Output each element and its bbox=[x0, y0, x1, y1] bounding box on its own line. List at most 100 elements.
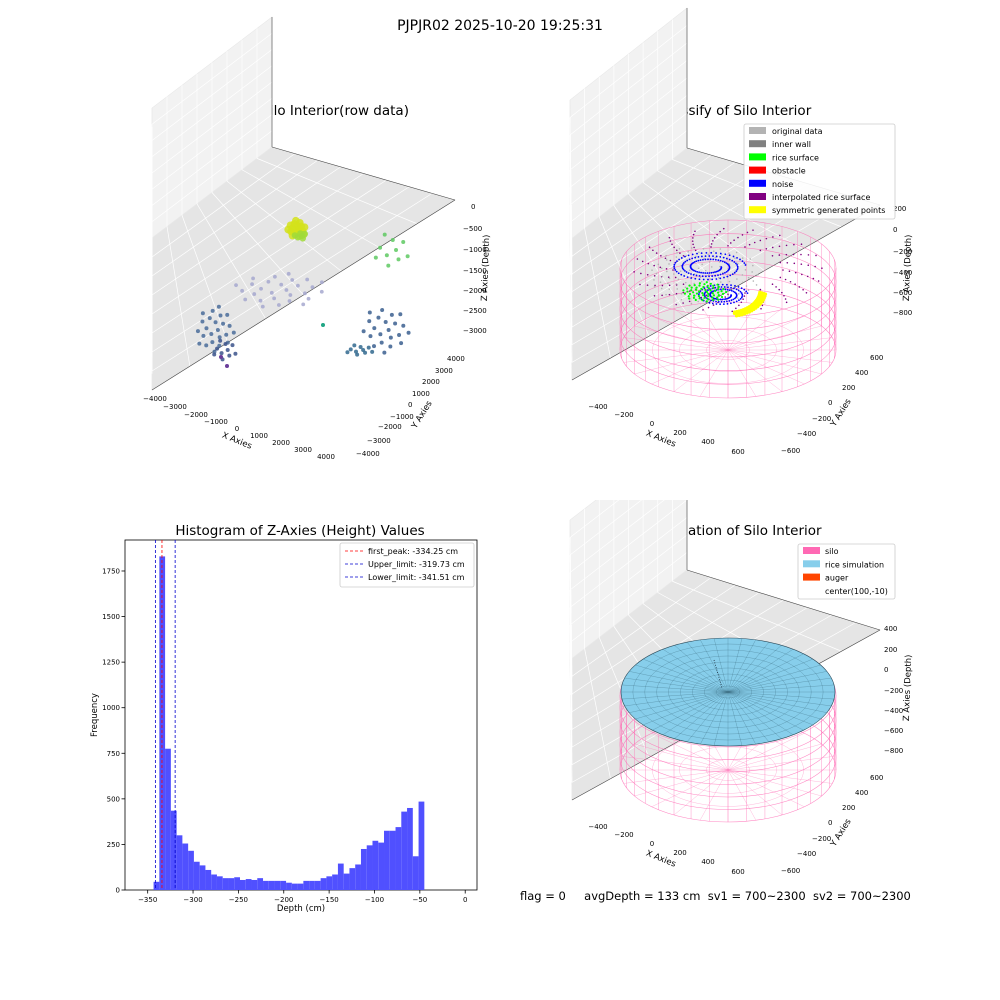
raw-x-tick: −2000 bbox=[184, 411, 208, 419]
raw-point bbox=[279, 282, 284, 287]
interp-point bbox=[742, 298, 744, 300]
rice-surface-point bbox=[690, 286, 693, 289]
raw-point bbox=[225, 312, 230, 317]
interp-point bbox=[727, 293, 729, 296]
noise-point bbox=[723, 276, 725, 279]
classify-z-ticks: 200 0 −200 −400 −600 −800 bbox=[893, 205, 912, 317]
noise-point bbox=[704, 291, 707, 294]
noise-point bbox=[715, 270, 718, 273]
noise-point bbox=[725, 270, 728, 273]
noise-point bbox=[678, 258, 680, 261]
noise-point bbox=[726, 283, 728, 286]
cylinder-spoke bbox=[727, 769, 805, 807]
raw-z-tick: −3000 bbox=[463, 327, 487, 335]
noise-point bbox=[676, 260, 678, 262]
raw-z-tick: −2500 bbox=[463, 307, 487, 315]
interp-point bbox=[786, 262, 789, 264]
grid-line bbox=[569, 537, 573, 678]
noise-point bbox=[690, 277, 693, 279]
cylinder-spoke bbox=[673, 769, 729, 816]
original-point bbox=[719, 248, 722, 250]
noise-point bbox=[733, 297, 736, 300]
cylinder-spoke bbox=[651, 733, 729, 771]
interp-point bbox=[636, 258, 639, 260]
simulation-legend-label: silo bbox=[825, 547, 839, 556]
noise-point bbox=[682, 268, 685, 271]
histogram-chart[interactable]: −350 −300 −250 −200 −150 −100 −50 0 0 250 500 750 1… bbox=[0, 500, 500, 930]
original-point bbox=[727, 290, 730, 293]
raw-x-tick: 0 bbox=[235, 425, 239, 433]
raw-x-tick: 2000 bbox=[272, 439, 290, 447]
histogram-bar bbox=[159, 556, 166, 890]
raw-point bbox=[240, 288, 245, 293]
cylinder-spoke bbox=[727, 769, 783, 816]
interp-point bbox=[740, 301, 743, 304]
svg-text:200: 200 bbox=[673, 429, 686, 437]
original-point bbox=[712, 250, 715, 253]
original-point bbox=[741, 274, 744, 276]
classify-legend-swatch bbox=[749, 153, 766, 161]
rice-mesh-spoke bbox=[713, 691, 729, 746]
simulation-3d-plot[interactable]: −400 −200 0 200 400 600 X Axies −600 −40… bbox=[500, 500, 1000, 930]
classify-legend-label: symmetric generated points bbox=[772, 206, 885, 215]
rice-mesh-spoke bbox=[700, 691, 729, 745]
raw-y-tick: −1000 bbox=[390, 413, 414, 421]
cylinder-spoke bbox=[727, 337, 833, 351]
noise-point bbox=[735, 270, 738, 273]
histogram-bar bbox=[268, 880, 275, 890]
original-point bbox=[675, 283, 677, 285]
raw-3d-plot[interactable]: −4000 −3000 −2000 −1000 0 1000 2000 3000… bbox=[0, 0, 500, 500]
rice-surface-point bbox=[712, 286, 715, 290]
raw-point bbox=[286, 271, 291, 276]
rice-mesh-spoke bbox=[727, 638, 743, 693]
histogram-bar bbox=[384, 830, 390, 890]
simulation-x-ticks: −400 −200 0 200 400 600 bbox=[588, 823, 744, 876]
noise-point bbox=[709, 285, 712, 287]
interp-point bbox=[782, 269, 784, 271]
noise-point bbox=[712, 258, 715, 261]
classify-legend-swatch bbox=[749, 193, 766, 200]
rice-surface-point bbox=[697, 290, 701, 293]
interp-point bbox=[692, 237, 694, 239]
original-point bbox=[697, 300, 699, 303]
noise-point bbox=[723, 298, 725, 301]
original-point bbox=[693, 282, 696, 285]
raw-point bbox=[260, 304, 265, 309]
noise-point bbox=[694, 256, 697, 259]
rice-surface-point bbox=[705, 300, 708, 303]
rice-mesh-spoke bbox=[674, 645, 729, 693]
raw-point bbox=[272, 296, 277, 301]
svg-text:−200: −200 bbox=[812, 835, 831, 843]
classify-legend: original data inner wall rice surface obsta… bbox=[743, 123, 896, 220]
rice-surface-point bbox=[707, 287, 710, 290]
simulation-legend-swatch bbox=[803, 560, 820, 568]
histogram-bar bbox=[176, 835, 183, 890]
svg-text:−600: −600 bbox=[781, 867, 800, 875]
noise-point bbox=[730, 289, 733, 292]
rice-surface-point bbox=[717, 287, 720, 291]
interp-point bbox=[812, 277, 815, 280]
noise-point bbox=[717, 270, 719, 272]
rice-surface-point bbox=[701, 291, 704, 295]
original-point bbox=[667, 282, 669, 285]
classify-3d-plot[interactable]: −400 −200 0 200 400 600 X Axies −600 −40… bbox=[500, 0, 1000, 500]
interp-point bbox=[693, 246, 695, 249]
raw-point bbox=[355, 352, 360, 357]
rice-surface-point bbox=[712, 284, 715, 287]
noise-point bbox=[688, 258, 691, 261]
original-point bbox=[741, 257, 744, 259]
original-point bbox=[734, 257, 736, 259]
noise-point bbox=[740, 292, 743, 294]
original-point bbox=[737, 293, 740, 295]
svg-text:−600: −600 bbox=[781, 447, 800, 455]
symmetric-point bbox=[732, 311, 737, 315]
interp-point bbox=[667, 276, 670, 278]
noise-point bbox=[698, 271, 701, 274]
histogram-bar bbox=[280, 880, 287, 890]
svg-text:0: 0 bbox=[828, 819, 832, 827]
interp-point bbox=[682, 283, 685, 286]
interp-point bbox=[789, 280, 792, 283]
interp-point bbox=[765, 248, 768, 250]
histogram-bar bbox=[326, 876, 333, 890]
raw-point bbox=[201, 333, 206, 338]
